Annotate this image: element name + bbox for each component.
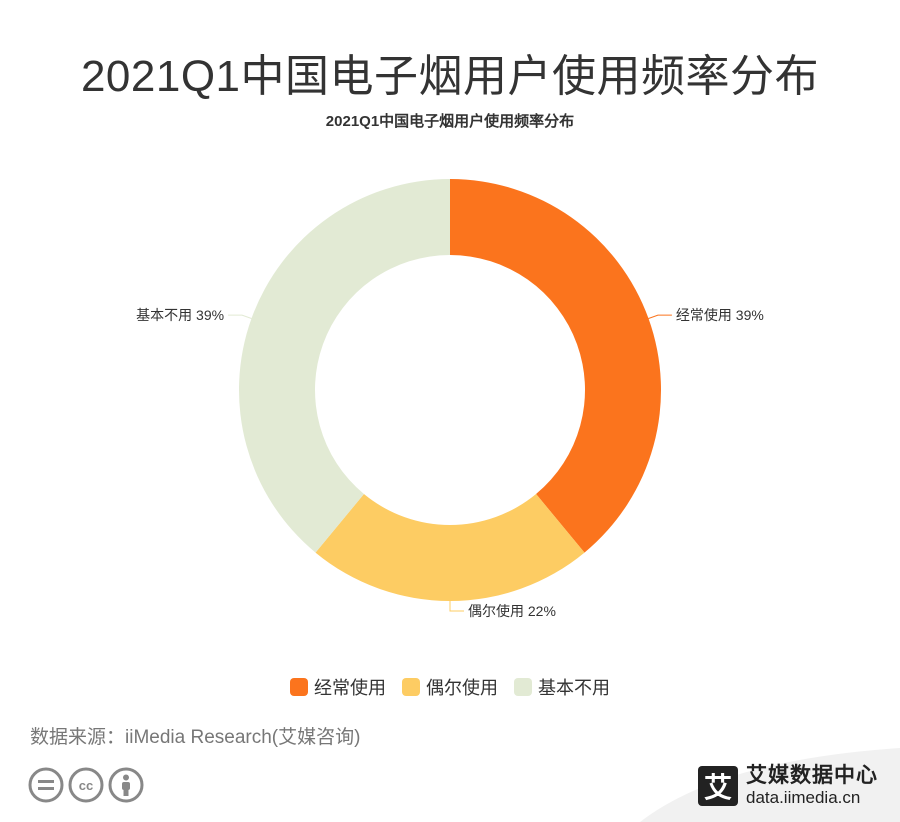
legend-label: 偶尔使用 bbox=[426, 678, 498, 698]
label-leader-line bbox=[449, 601, 464, 612]
page-title: 2021Q1中国电子烟用户使用频率分布 bbox=[80, 52, 820, 101]
chart-title: 2021Q1中国电子烟用户使用频率分布 bbox=[325, 113, 575, 130]
label-frequent: 经常使用 39% bbox=[676, 307, 764, 323]
person-icon bbox=[108, 767, 144, 803]
slice-occasional[interactable] bbox=[315, 494, 585, 601]
legend-label: 经常使用 bbox=[314, 678, 386, 698]
legend-label: 基本不用 bbox=[538, 678, 610, 698]
label-leader-line bbox=[228, 314, 252, 319]
slice-frequent[interactable] bbox=[450, 179, 661, 553]
label-leader-line bbox=[648, 314, 672, 319]
data-source: 数据来源：iiMedia Research(艾媒咨询) bbox=[30, 727, 361, 748]
legend-item-rarely[interactable]: 基本不用 bbox=[514, 674, 610, 700]
label-occasional: 偶尔使用 22% bbox=[468, 603, 556, 619]
equals-icon bbox=[28, 767, 64, 803]
svg-text:cc: cc bbox=[79, 778, 93, 793]
legend-item-frequent[interactable]: 经常使用 bbox=[290, 674, 386, 700]
brand-logo: 艾 bbox=[698, 765, 738, 806]
legend-swatch bbox=[402, 678, 420, 696]
brand-url: data.iimedia.cn bbox=[746, 788, 861, 807]
legend-swatch bbox=[514, 678, 532, 696]
legend-item-occasional[interactable]: 偶尔使用 bbox=[402, 674, 498, 700]
legend-swatch bbox=[290, 678, 308, 696]
license-icons: cc bbox=[28, 767, 144, 803]
brand-name: 艾媒数据中心 bbox=[746, 764, 878, 787]
label-rarely: 基本不用 39% bbox=[136, 307, 224, 323]
chart-legend: 经常使用 偶尔使用 基本不用 bbox=[0, 674, 900, 700]
brand-block: 艾 艾媒数据中心 data.iimedia.cn bbox=[698, 765, 878, 806]
cc-icon: cc bbox=[68, 767, 104, 803]
slice-rarely[interactable] bbox=[238, 179, 450, 553]
